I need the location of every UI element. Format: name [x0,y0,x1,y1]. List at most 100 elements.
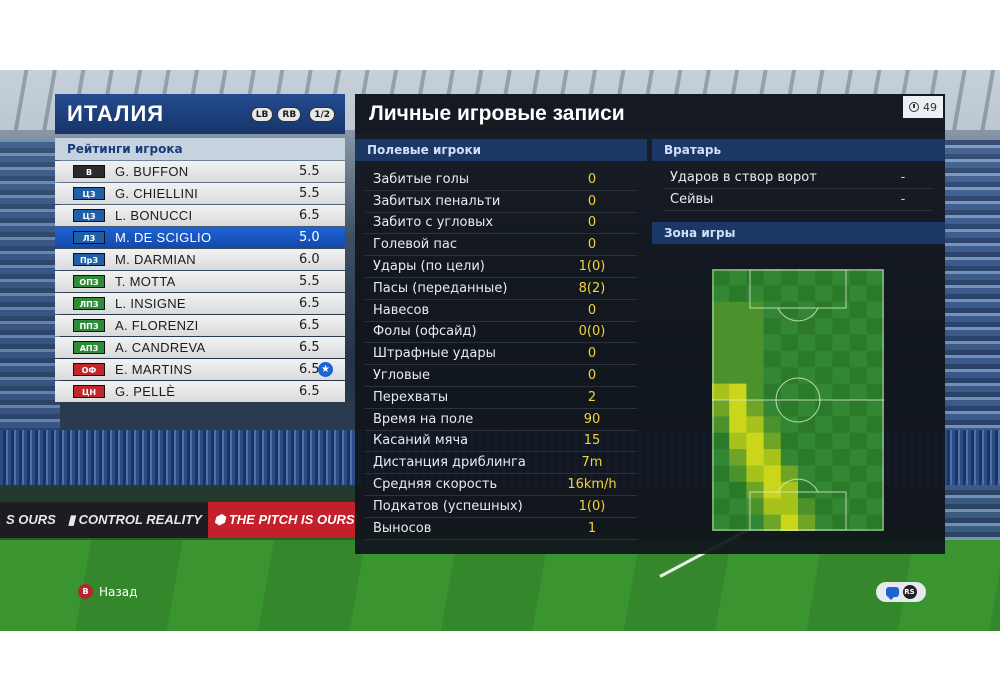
gk-stat-value: - [900,170,906,185]
back-button[interactable]: B Назад [78,584,137,599]
stat-value: 0 [587,346,597,362]
stat-row: Касаний мяча 15 [365,431,637,453]
rs-button-icon: RS [902,585,917,599]
player-name: A. FLORENZI [115,318,199,333]
stat-row: Голевой пас 0 [365,234,637,257]
player-row[interactable]: ЛЗ M. DE SCIGLIO 5.0 [55,227,345,248]
player-rating: 6.0 [299,252,320,267]
player-name: L. INSIGNE [115,296,186,311]
stat-value: 2 [587,389,597,405]
field-players-heading: Полевые игроки [355,139,647,161]
stat-value: 0 [587,215,597,231]
field-players-section: Полевые игроки Забитые голы 0 Забитых пена… [355,139,647,554]
player-row[interactable]: ЦЗ L. BONUCCI 6.5 [55,205,345,226]
position-badge: ЦЗ [73,187,105,200]
stat-row: Время на поле 90 [365,409,637,431]
stat-value: 0(0) [578,324,606,340]
chat-icon [885,587,899,600]
player-row[interactable]: ЦЗ G. CHIELLINI 5.5 [55,183,345,204]
player-row[interactable]: ПрЗ M. DARMIAN 6.0 [55,249,345,270]
stand-left [0,140,60,470]
stat-value: 0 [587,368,597,384]
stat-label: Касаний мяча [373,433,469,449]
stat-label: Удары (по цели) [373,259,485,275]
player-row[interactable]: ОПЗ T. MOTTA 5.5 [55,271,345,292]
heatmap-pitch [712,269,884,531]
b-button-icon: B [78,584,93,599]
stat-value: 8(2) [578,280,606,296]
player-row[interactable]: ЛПЗ L. INSIGNE 6.5 [55,293,345,314]
stat-label: Фолы (офсайд) [373,324,477,340]
player-row[interactable]: ППЗ A. FLORENZI 6.5 [55,315,345,336]
player-rating: 5.5 [299,186,320,201]
gk-stat-label: Ударов в створ ворот [670,170,817,185]
records-header: Личные игровые записи 49 [355,94,945,134]
player-row[interactable]: В G. BUFFON 5.5 [55,161,345,182]
star-icon: ★ [318,362,333,377]
position-badge: ПрЗ [73,253,105,266]
stat-row: Удары (по цели) 1(0) [365,256,637,278]
player-rating: 6.5 [299,362,320,377]
team-header: ИТАЛИЯ LB RB 1/2 [55,94,345,134]
position-badge: ППЗ [73,319,105,332]
position-badge: ОФ [73,363,105,376]
stat-label: Перехваты [373,389,449,405]
stat-label: Штрафные удары [373,346,496,362]
stat-label: Пасы (переданные) [373,280,508,296]
player-rating: 6.5 [299,340,320,355]
stat-value: 1(0) [578,259,606,275]
position-badge: ЦЗ [73,209,105,222]
position-badge: ЛЗ [73,231,105,244]
player-name: T. MOTTA [115,274,176,289]
stat-label: Время на поле [373,411,474,427]
stat-label: Подкатов (успешных) [373,498,523,514]
stat-row: Забито с угловых 0 [365,213,637,235]
stat-label: Голевой пас [373,237,457,253]
pitch [0,540,1000,631]
stat-label: Навесов [373,302,430,318]
player-row[interactable]: ЦН G. PELLÈ 6.5 [55,381,345,402]
rb-button[interactable]: RB [277,106,302,122]
stat-label: Забитых пенальти [373,193,501,209]
ad-board: S OURS ▮ CONTROL REALITY ⬢ THE PITCH IS OU… [0,502,360,538]
stat-row: Дистанция дриблинга 7m [365,452,637,475]
stat-label: Забитые голы [373,171,470,187]
player-row[interactable]: ОФ E. MARTINS 6.5 ★ [55,359,345,380]
stand-right [945,140,1000,560]
stat-value: 0 [587,171,597,187]
stat-value: 0 [587,193,597,209]
team-panel: ИТАЛИЯ LB RB 1/2 Рейтинги игрока В G. BUF… [55,94,345,469]
stat-row: Фолы (офсайд) 0(0) [365,322,637,344]
player-row[interactable]: АПЗ A. CANDREVA 6.5 [55,337,345,358]
player-list: В G. BUFFON 5.5 ЦЗ G. CHIELLINI 5.5 ЦЗ L. BONUC… [55,161,345,402]
player-rating: 5.5 [299,274,320,289]
clock-icon [909,102,919,112]
stat-value: 15 [583,433,601,449]
chat-rs-button[interactable]: RS [876,582,926,602]
stat-row: Выносов 1 [365,518,637,540]
page-indicator: 1/2 [309,106,335,122]
stat-label: Выносов [373,520,432,536]
player-name: E. MARTINS [115,362,193,377]
lb-button[interactable]: LB [250,106,274,122]
stat-row: Навесов 0 [365,300,637,322]
stat-row: Забитых пенальти 0 [365,191,637,213]
stat-label: Дистанция дриблинга [373,455,526,471]
goalkeeper-section: Вратарь Ударов в створ ворот - Сейвы - Зона… [652,139,945,554]
player-rating: 6.5 [299,208,320,223]
player-rating: 5.0 [299,230,320,245]
stat-value: 90 [583,411,601,427]
team-name: ИТАЛИЯ [67,101,165,126]
player-rating: 6.5 [299,384,320,399]
game-screen: S OURS ▮ CONTROL REALITY ⬢ THE PITCH IS OU… [0,70,1000,631]
goalkeeper-heading: Вратарь [652,139,945,161]
gk-stat-row: Сейвы - [664,189,933,211]
position-badge: АПЗ [73,341,105,354]
ratings-title: Рейтинги игрока [55,138,345,160]
stat-row: Угловые 0 [365,365,637,387]
records-title: Личные игровые записи [369,102,625,125]
zone-heading: Зона игры [652,222,945,244]
player-name: A. CANDREVA [115,340,206,355]
gk-stat-row: Ударов в створ ворот - [664,167,933,189]
stat-value: 16km/h [567,477,617,493]
